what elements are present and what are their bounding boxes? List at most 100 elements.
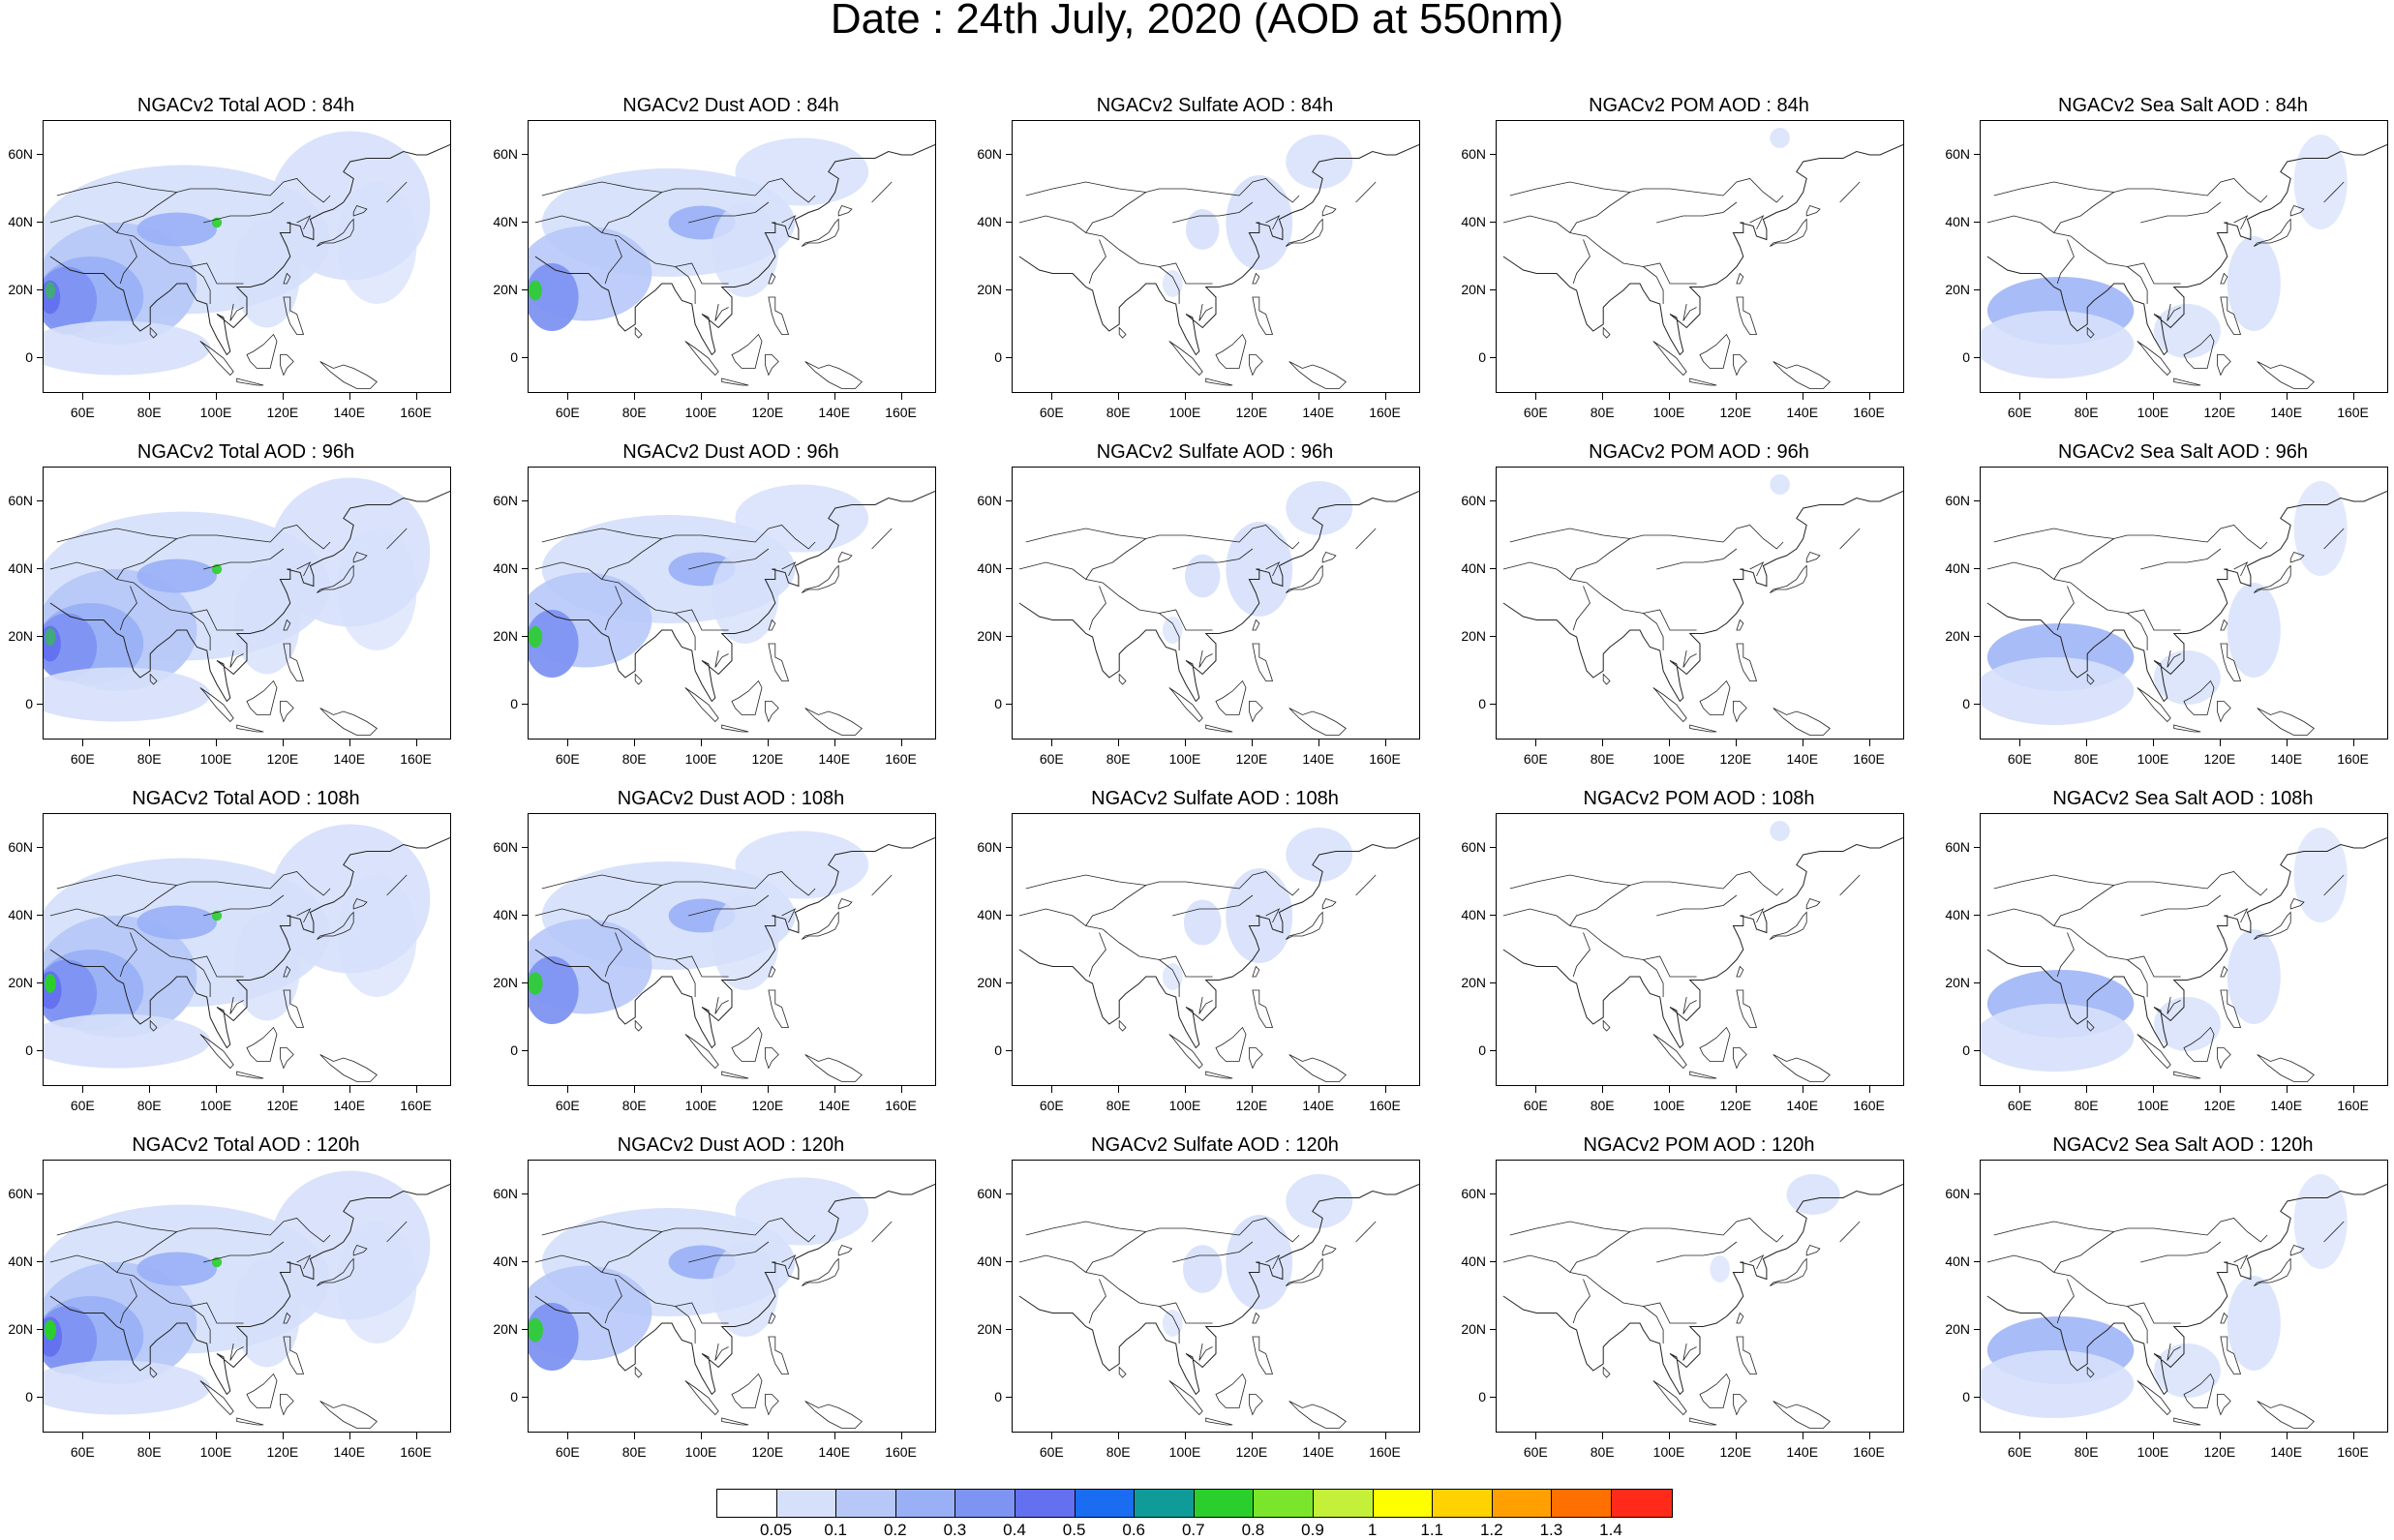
country-border (1682, 303, 1697, 321)
lat-tick (1974, 704, 1980, 705)
lon-tick (2286, 1433, 2288, 1439)
aod-shading (1162, 963, 1183, 990)
country-border (56, 871, 331, 896)
island-outline (2183, 679, 2215, 715)
country-border (2053, 192, 2114, 233)
lon-tick (2019, 393, 2021, 400)
lon-tick-label: 80E (1106, 405, 1131, 420)
coastline (1018, 144, 1419, 356)
island-outline (1321, 552, 1337, 563)
island-outline (1699, 333, 1731, 369)
lat-tick-label: 20N (493, 1321, 518, 1337)
country-border (116, 885, 177, 926)
lon-tick-label: 80E (1106, 1098, 1131, 1113)
lat-tick (522, 982, 528, 983)
lon-tick-label: 80E (1590, 751, 1615, 767)
lon-tick (282, 393, 284, 400)
island-outline (352, 205, 368, 217)
map-panel-pom-2: NGACv2 POM AOD : 108h 60N 40N 20N 0 60E 80E 100… (1461, 788, 1904, 1113)
country-border (1572, 932, 1591, 978)
lon-tick (1735, 393, 1737, 400)
country-border (119, 932, 137, 978)
lat-tick-label: 40N (1945, 907, 1970, 922)
lon-tick-label: 100E (1652, 1098, 1685, 1113)
country-border (1018, 1254, 1213, 1324)
lon-tick-label: 120E (751, 1444, 784, 1460)
lat-tick-label: 40N (1945, 560, 1970, 576)
country-border (1572, 586, 1591, 631)
coastline (1502, 491, 1903, 703)
country-border (203, 548, 285, 570)
lon-tick-label: 60E (2007, 1098, 2032, 1113)
colorbar-label: 0.2 (883, 1521, 907, 1539)
lon-tick (767, 393, 769, 400)
lon-tick-label: 100E (1652, 751, 1685, 767)
lat-tick-label: 0 (1478, 1042, 1486, 1058)
lon-tick-label: 160E (1369, 751, 1401, 767)
lon-tick (2086, 740, 2088, 746)
island-outline (283, 989, 305, 1028)
lon-tick (1735, 1433, 1737, 1439)
island-outline (1355, 528, 1377, 550)
aod-shading (1162, 617, 1183, 644)
colorbar-segment (1254, 1490, 1314, 1517)
coastline (1986, 144, 2387, 356)
aod-shading (336, 875, 417, 997)
lon-tick (348, 1086, 350, 1093)
panel-title: NGACv2 Sulfate AOD : 120h (1091, 1134, 1339, 1156)
lon-tick-label: 120E (1235, 405, 1268, 420)
lon-tick (82, 1086, 84, 1093)
lon-tick-label: 140E (1786, 1444, 1819, 1460)
lon-tick (348, 393, 350, 400)
colorbar-segment (836, 1490, 896, 1517)
country-border (1993, 1218, 2268, 1243)
lon-tick (1602, 393, 1604, 400)
lon-tick-label: 140E (1302, 1098, 1335, 1113)
lon-tick-label: 160E (1853, 405, 1885, 420)
aod-shading (735, 484, 869, 553)
panel-title: NGACv2 POM AOD : 84h (1589, 95, 1809, 116)
country-border (49, 561, 244, 631)
lat-tick (37, 568, 43, 569)
lon-tick-label: 60E (555, 1444, 580, 1460)
lat-tick-label: 60N (493, 1186, 518, 1201)
lat-tick-label: 0 (1478, 1389, 1486, 1404)
island-outline (871, 874, 893, 896)
island-outline (2217, 1047, 2231, 1070)
island-outline (1773, 708, 1831, 736)
lat-tick (1490, 847, 1496, 848)
aod-field-map (529, 1177, 935, 1429)
lon-tick (1535, 1433, 1537, 1439)
aod-shading (2293, 135, 2348, 229)
lat-tick (1974, 1329, 1980, 1330)
lon-tick-label: 80E (136, 405, 162, 420)
lon-tick-label: 100E (199, 1098, 232, 1113)
island-outline (837, 552, 853, 563)
country-border (296, 561, 312, 577)
panel-title: NGACv2 Sulfate AOD : 84h (1096, 95, 1334, 116)
island-outline (246, 1373, 278, 1408)
country-border (541, 178, 816, 203)
country-border (688, 1241, 770, 1263)
country-border (229, 649, 244, 668)
lat-tick-label: 60N (493, 839, 518, 855)
lon-tick-label: 140E (2270, 405, 2303, 420)
island-outline (721, 724, 749, 733)
lat-tick-label: 20N (977, 975, 1002, 990)
island-outline (1205, 724, 1233, 733)
country-border (56, 178, 331, 203)
lon-tick-label: 120E (751, 405, 784, 420)
lat-tick-label: 40N (1461, 560, 1486, 576)
island-outline (721, 1071, 749, 1079)
lon-tick-label: 60E (1523, 1098, 1548, 1113)
lon-tick-label: 60E (1039, 1098, 1064, 1113)
island-outline (283, 1336, 305, 1374)
colorbar-label: 0.7 (1181, 1521, 1205, 1539)
map-panel-sulfate-2: NGACv2 Sulfate AOD : 108h 60N 40N 20N 0 60E 80… (977, 788, 1420, 1113)
island-outline (386, 528, 408, 550)
country-border (1085, 538, 1146, 580)
coastline (49, 1184, 450, 1396)
country-border (1986, 561, 2181, 631)
island-outline (2254, 564, 2291, 593)
panel-title: NGACv2 Total AOD : 84h (136, 95, 355, 116)
